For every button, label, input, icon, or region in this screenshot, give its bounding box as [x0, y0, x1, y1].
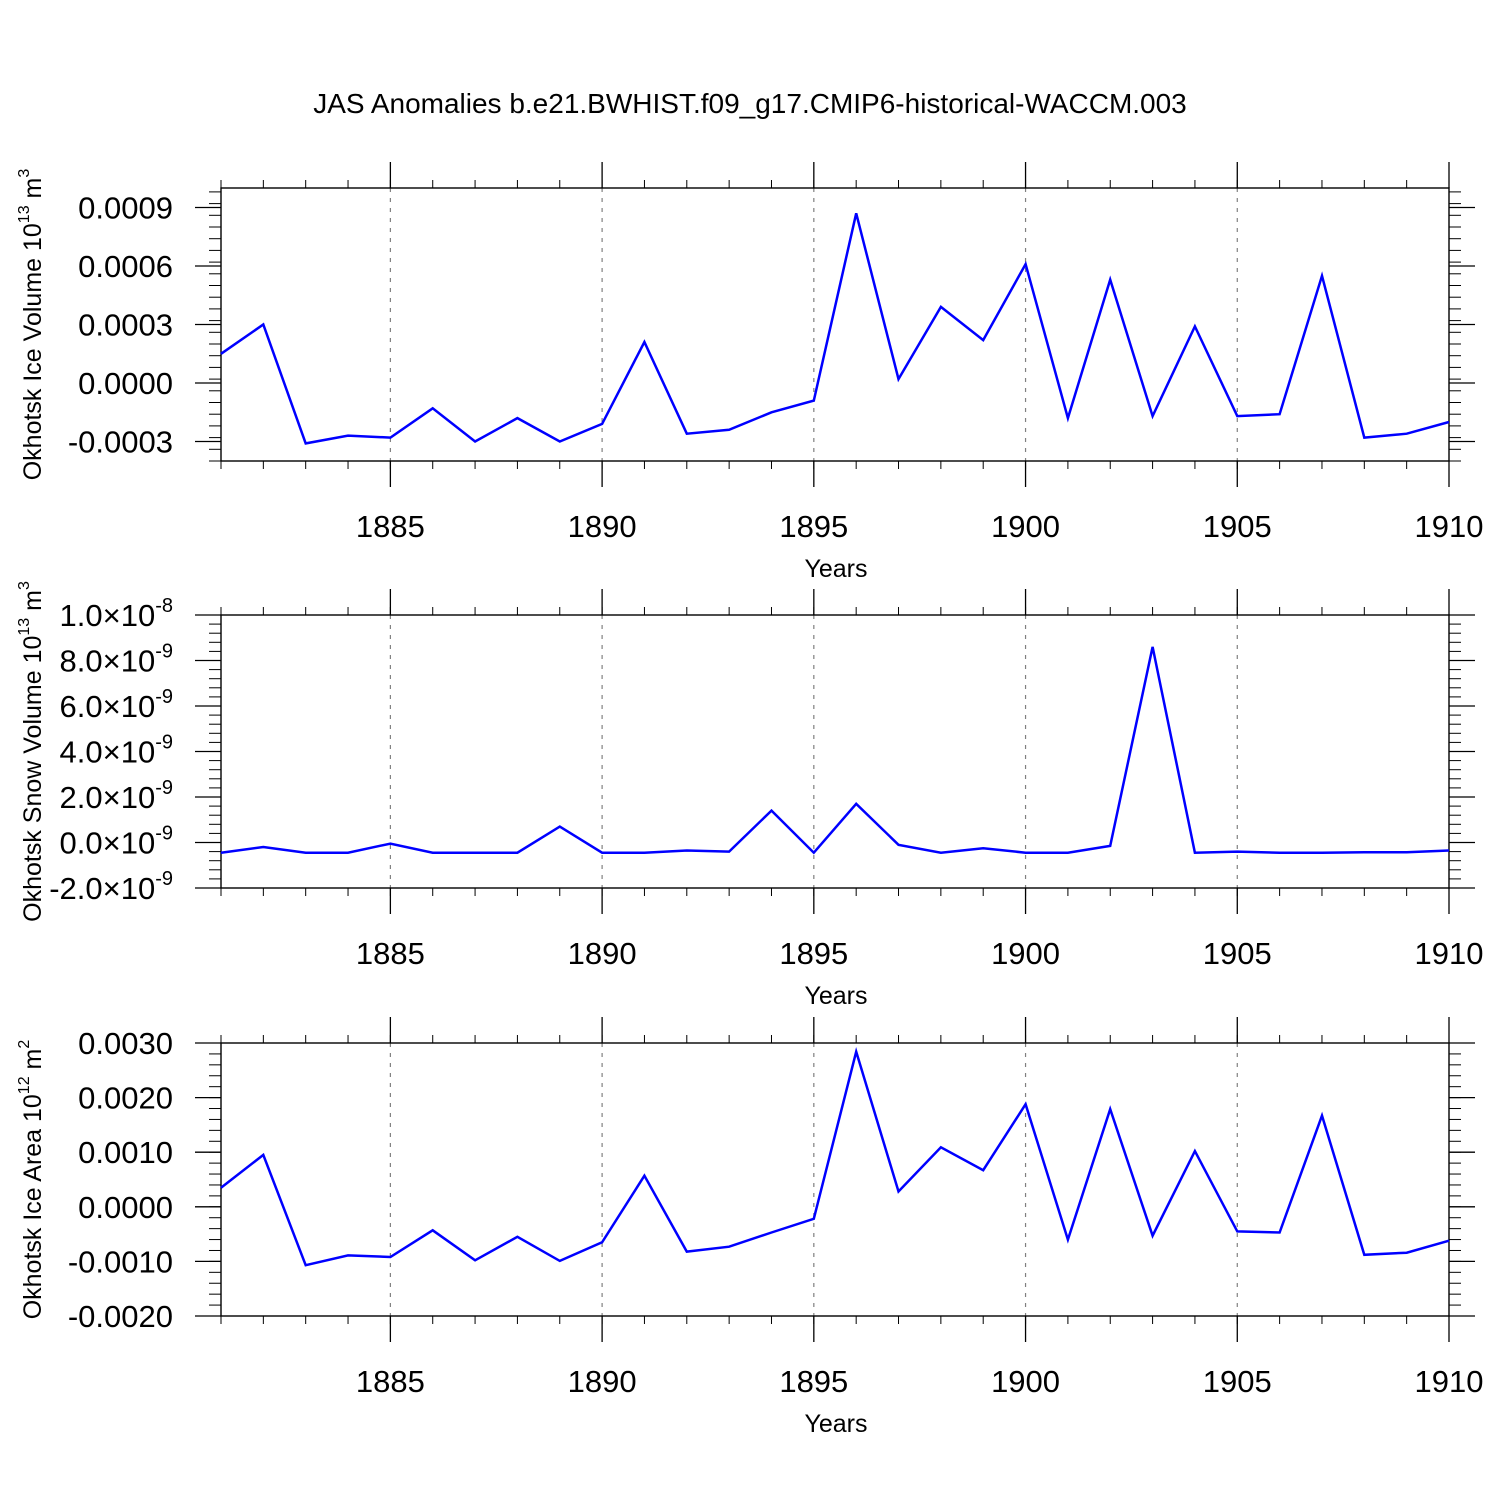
plot-frame — [220, 614, 1450, 889]
y-tick-label: 6.0×10-9 — [60, 686, 173, 724]
y-tick-label: 8.0×10-9 — [60, 641, 173, 679]
y-tick-label: -0.0020 — [68, 1299, 173, 1334]
x-tick-label: 1910 — [1415, 509, 1484, 544]
plot-frame — [220, 1042, 1450, 1317]
y-tick-label: -0.0010 — [68, 1244, 173, 1279]
y-tick-label: 2.0×10-9 — [60, 777, 173, 815]
x-axis-label: Years — [804, 982, 867, 1010]
x-tick-label: 1910 — [1415, 1364, 1484, 1399]
y-tick-label: 4.0×10-9 — [60, 732, 173, 770]
series-line-1 — [220, 212, 1450, 445]
x-tick-label: 1890 — [568, 509, 637, 544]
x-tick-label: 1905 — [1203, 1364, 1272, 1399]
x-tick-label: 1900 — [991, 1364, 1060, 1399]
y-axis-label: Okhotsk Ice Volume 1013 m3 — [16, 169, 47, 481]
y-tick-label: 0.0020 — [78, 1081, 173, 1116]
x-tick-label: 1895 — [779, 1364, 848, 1399]
y-tick-label: 0.0003 — [78, 308, 173, 343]
x-tick-label: 1910 — [1415, 936, 1484, 971]
panels: 1885 1890 1895 1900 1905 1910 -0.0003 0.0000 0.0… — [16, 162, 1483, 1438]
x-tick-label: 1895 — [779, 936, 848, 971]
x-tick-label: 1905 — [1203, 509, 1272, 544]
y-axis-label: Okhotsk Ice Area 1012 m2 — [16, 1040, 47, 1320]
x-tick-label: 1900 — [991, 936, 1060, 971]
y-tick-label: -2.0×10-9 — [49, 868, 173, 906]
x-tick-label: 1905 — [1203, 936, 1272, 971]
x-tick-label: 1885 — [356, 1364, 425, 1399]
x-tick-label: 1890 — [568, 936, 637, 971]
y-tick-label: 0.0000 — [78, 1190, 173, 1225]
x-tick-label: 1885 — [356, 509, 425, 544]
x-tick-label: 1900 — [991, 509, 1060, 544]
x-axis-label: Years — [804, 555, 867, 583]
y-tick-label: 0.0009 — [78, 191, 173, 226]
series-line-1 — [220, 646, 1450, 855]
chart-panel-3: 1885 1890 1895 1900 1905 1910 -0.0020 -0.0010 0.… — [16, 1017, 1483, 1438]
chart-panel-1: 1885 1890 1895 1900 1905 1910 -0.0003 0.0000 0.0… — [16, 162, 1483, 583]
y-tick-label: 0.0×10-9 — [60, 823, 173, 861]
y-tick-label: 1.0×10-8 — [60, 595, 173, 633]
chart-panel-2: 1885 1890 1895 1900 1905 1910 -2.0×10-9 0.0×10-… — [16, 581, 1483, 1010]
y-tick-label: 0.0010 — [78, 1135, 173, 1170]
y-axis-label: Okhotsk Snow Volume 1013 m3 — [16, 581, 47, 922]
x-axis-label: Years — [804, 1410, 867, 1438]
y-tick-label: 0.0030 — [78, 1026, 173, 1061]
x-tick-label: 1885 — [356, 936, 425, 971]
x-tick-label: 1890 — [568, 1364, 637, 1399]
y-tick-label: 0.0006 — [78, 249, 173, 284]
series-line-1 — [220, 1047, 1450, 1267]
x-tick-label: 1895 — [779, 509, 848, 544]
figure-title: JAS Anomalies b.e21.BWHIST.f09_g17.CMIP6… — [313, 88, 1187, 119]
y-tick-label: 0.0000 — [78, 366, 173, 401]
y-tick-label: -0.0003 — [68, 425, 173, 460]
plot-frame — [220, 187, 1450, 462]
